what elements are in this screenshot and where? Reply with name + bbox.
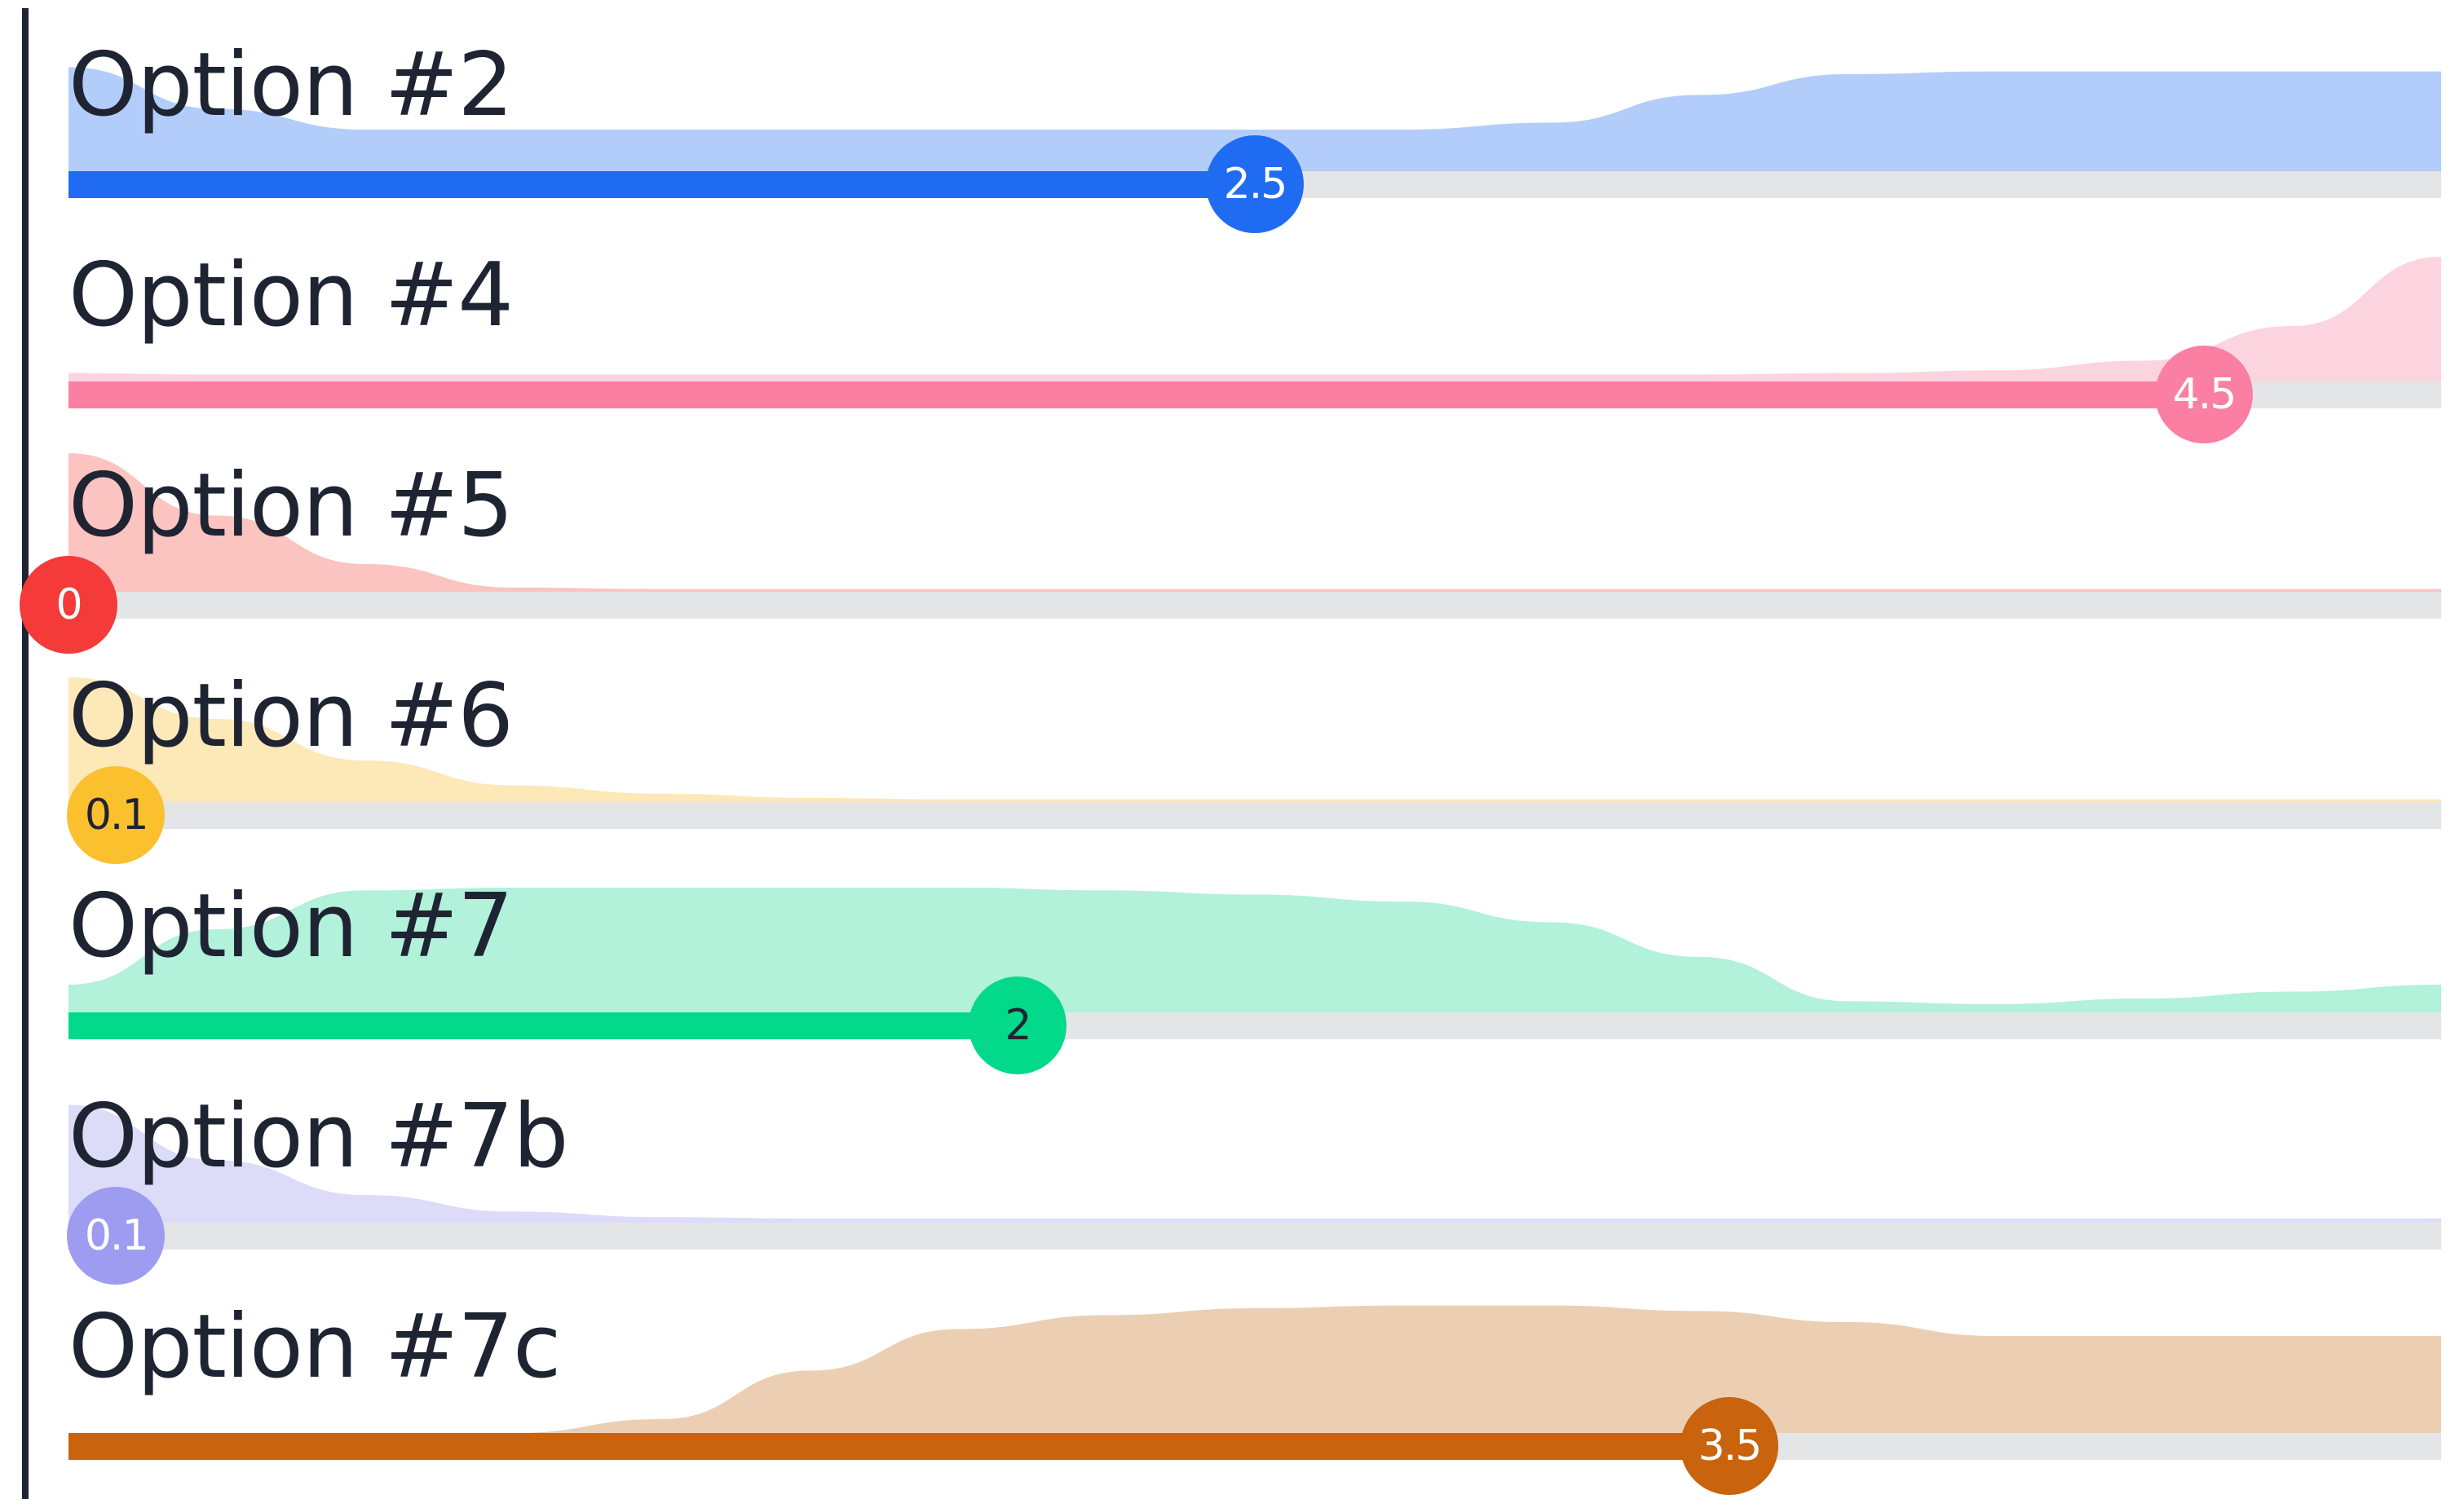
slider-row: Option #6 0.1 — [0, 639, 2464, 864]
slider-row: Option #4 4.5 — [0, 218, 2464, 443]
slider-handle[interactable]: 2.5 — [1206, 135, 1304, 233]
slider-label: Option #2 — [68, 34, 514, 136]
slider-label: Option #6 — [68, 665, 514, 767]
slider-handle[interactable]: 4.5 — [2155, 346, 2253, 443]
slider-handle[interactable]: 0 — [20, 556, 117, 654]
slider-label: Option #7b — [68, 1086, 569, 1188]
slider-track[interactable] — [68, 802, 2441, 829]
slider-label: Option #5 — [68, 455, 514, 557]
slider-row: Option #7 2 — [0, 849, 2464, 1074]
slider-value: 2.5 — [1223, 160, 1288, 209]
distribution-shape — [68, 1104, 2441, 1223]
slider-label: Option #7c — [68, 1296, 561, 1398]
slider-fill — [68, 1433, 1729, 1460]
slider-value: 0.1 — [84, 791, 149, 840]
slider-handle[interactable]: 0.1 — [67, 766, 166, 864]
rating-distribution-area — [68, 453, 2441, 592]
slider-value: 0 — [55, 580, 82, 629]
rating-distribution-area — [68, 888, 2441, 1012]
slider-row: Option #7b 0.1 — [0, 1060, 2464, 1285]
rating-distribution-area — [68, 67, 2441, 171]
slider-value: 4.5 — [2172, 370, 2237, 419]
slider-label: Option #7 — [68, 875, 514, 977]
distribution-shape — [68, 67, 2441, 171]
slider-value: 0.1 — [84, 1211, 149, 1260]
distribution-shape — [68, 453, 2441, 592]
slider-handle[interactable]: 3.5 — [1680, 1397, 1778, 1495]
rating-distribution-area — [68, 1305, 2441, 1433]
rating-distribution-area — [68, 1104, 2441, 1223]
slider-fill — [68, 1012, 1018, 1039]
slider-row: Option #2 2.5 — [0, 8, 2464, 233]
slider-row: Option #5 0 — [0, 429, 2464, 654]
vertical-axis-line — [22, 8, 29, 1499]
slider-row: Option #7c 3.5 — [0, 1270, 2464, 1495]
slider-fill — [68, 381, 2204, 408]
distribution-shape — [68, 1305, 2441, 1433]
slider-label: Option #4 — [68, 245, 514, 346]
slider-value: 3.5 — [1698, 1422, 1763, 1470]
slider-track[interactable] — [68, 1223, 2441, 1250]
slider-handle[interactable]: 0.1 — [67, 1187, 166, 1285]
distribution-shape — [68, 677, 2441, 802]
slider-fill — [68, 171, 1255, 198]
slider-track[interactable] — [68, 592, 2441, 619]
slider-handle[interactable]: 2 — [969, 977, 1066, 1074]
slider-value: 2 — [1005, 1001, 1031, 1050]
distribution-shape — [68, 888, 2441, 1012]
rating-distribution-area — [68, 677, 2441, 802]
